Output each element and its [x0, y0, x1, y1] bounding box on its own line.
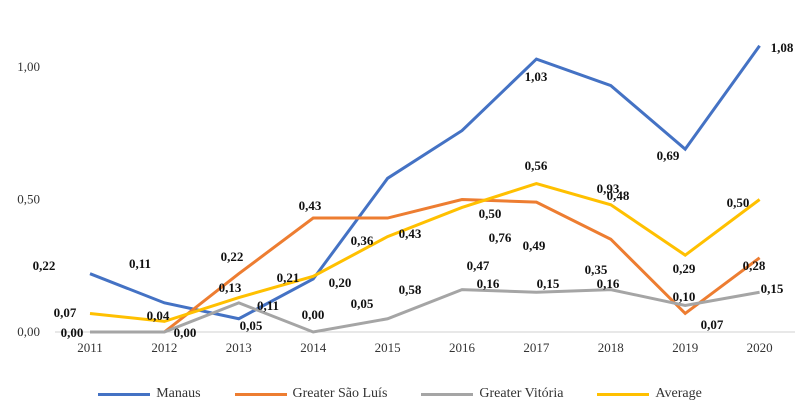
data-label: 0,13 [219, 280, 242, 295]
legend-swatch [234, 392, 287, 396]
legend-swatch [98, 392, 151, 396]
legend-label: Greater São Luís [292, 386, 388, 401]
data-label: 0,05 [351, 296, 374, 311]
data-label: 1,03 [525, 69, 548, 84]
legend-item: Greater São Luís [234, 386, 388, 402]
data-label: 0,11 [129, 256, 151, 271]
x-tick-label: 2019 [672, 340, 698, 355]
legend-label: Average [655, 386, 702, 401]
x-tick-label: 2018 [598, 340, 624, 355]
legend-label: Manaus [156, 386, 201, 401]
data-label: 0,28 [743, 258, 766, 273]
legend-item: Manaus [98, 386, 201, 402]
data-label: 0,50 [727, 195, 750, 210]
data-label: 0,00 [61, 325, 84, 340]
x-tick-label: 2011 [77, 340, 103, 355]
data-label: 0,56 [525, 158, 548, 173]
data-label: 0,15 [761, 281, 784, 296]
x-tick-label: 2013 [226, 340, 252, 355]
data-label: 0,69 [657, 148, 680, 163]
x-tick-label: 2016 [449, 340, 476, 355]
line-chart: 0,00 0,50 1,00 2011 2012 2013 2014 2015 2016 2017… [17, 40, 795, 355]
data-label: 0,20 [329, 275, 352, 290]
series-line-0 [89, 44, 761, 321]
data-label: 0,16 [477, 276, 500, 291]
x-tick-label: 2014 [300, 340, 327, 355]
series-line-3 [89, 182, 761, 323]
data-label: 0,11 [257, 298, 279, 313]
data-label: 0,21 [277, 270, 300, 285]
data-label: 1,08 [771, 40, 794, 55]
data-label: 0,43 [299, 198, 322, 213]
data-label: 0,47 [467, 258, 490, 273]
data-label: 0,07 [701, 317, 724, 332]
data-label: 0,10 [673, 289, 696, 304]
data-label: 0,07 [54, 305, 77, 320]
y-tick-label: 1,00 [17, 59, 40, 74]
legend-swatch [597, 392, 650, 396]
legend-item: Average [597, 386, 702, 402]
data-label: 0,22 [221, 249, 244, 264]
y-tick-label: 0,00 [17, 324, 40, 339]
data-label: 0,04 [147, 308, 170, 323]
x-tick-label: 2020 [747, 340, 773, 355]
series-line-1 [163, 197, 761, 334]
legend-label: Greater Vitória [479, 386, 564, 401]
data-label: 0,35 [585, 262, 608, 277]
data-label: 0,48 [607, 188, 630, 203]
data-label: 0,05 [240, 318, 263, 333]
x-tick-label: 2012 [151, 340, 177, 355]
data-label: 0,76 [489, 230, 512, 245]
legend: Manaus Greater São Luís Greater Vitória Ave… [0, 386, 800, 402]
data-label: 0,36 [351, 233, 374, 248]
data-label: 0,22 [33, 258, 56, 273]
legend-item: Greater Vitória [421, 386, 563, 402]
data-label: 0,93 [597, 181, 620, 196]
data-label: 0,00 [302, 307, 325, 322]
data-label: 0,29 [673, 261, 696, 276]
data-label: 0,50 [479, 206, 502, 221]
data-label: 0,15 [537, 276, 560, 291]
data-label: 0,00 [174, 325, 197, 340]
series-line-2 [90, 288, 760, 334]
legend-swatch [421, 392, 474, 396]
data-label: 0,43 [399, 226, 422, 241]
x-tick-label: 2017 [523, 340, 550, 355]
y-tick-label: 0,50 [17, 192, 40, 207]
data-label: 0,58 [399, 282, 422, 297]
data-label: 0,16 [597, 276, 620, 291]
data-label: 0,49 [523, 238, 546, 253]
x-tick-label: 2015 [375, 340, 401, 355]
